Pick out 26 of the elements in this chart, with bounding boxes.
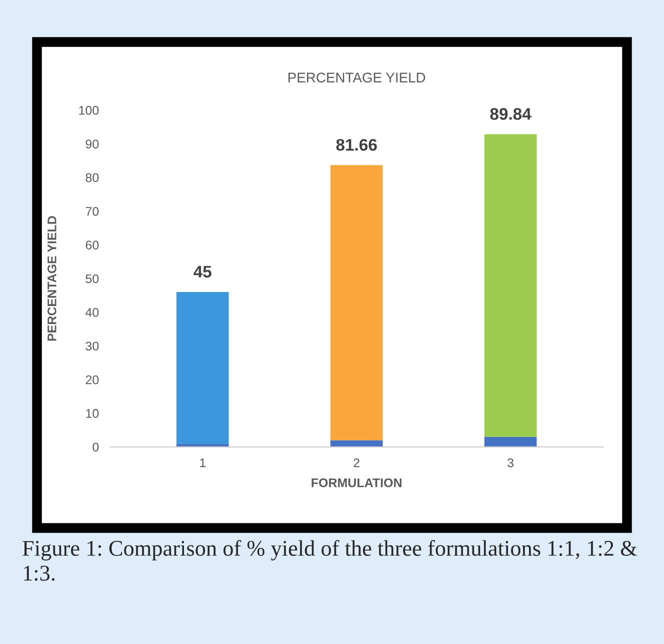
y-tick-label: 60 <box>86 240 99 250</box>
y-tick-label: 80 <box>86 173 99 182</box>
x-tick-label: 1 <box>200 458 206 468</box>
y-tick-label: 50 <box>86 274 99 284</box>
y-tick-label: 90 <box>86 140 99 148</box>
y-axis-title: PERCENTAGE YIELD <box>47 216 56 341</box>
bar <box>484 436 537 447</box>
caption: Figure 1: Comparison of % yield of the three formulations 1:1, 1:2 & 1:3. <box>22 540 637 581</box>
y-tick-label: 70 <box>86 206 99 216</box>
data-label: 45 <box>194 266 212 278</box>
y-tick-label: 0 <box>92 442 99 452</box>
y-tick-label: 30 <box>86 342 99 351</box>
bar <box>330 165 383 440</box>
x-axis-title: FORMULATION <box>312 478 402 488</box>
data-label: 89.84 <box>490 108 532 120</box>
data-label: 81.66 <box>336 138 377 151</box>
bar <box>176 292 229 444</box>
y-tick-label: 20 <box>86 375 99 384</box>
x-tick-label: 3 <box>508 458 514 468</box>
y-tick-label: 100 <box>79 106 99 115</box>
y-tick-label: 10 <box>86 409 99 418</box>
y-tick-label: 40 <box>86 308 99 317</box>
x-tick-label: 2 <box>354 458 360 468</box>
bar <box>330 440 383 447</box>
bar <box>484 134 537 437</box>
chart-title: PERCENTAGE YIELD <box>288 72 426 82</box>
